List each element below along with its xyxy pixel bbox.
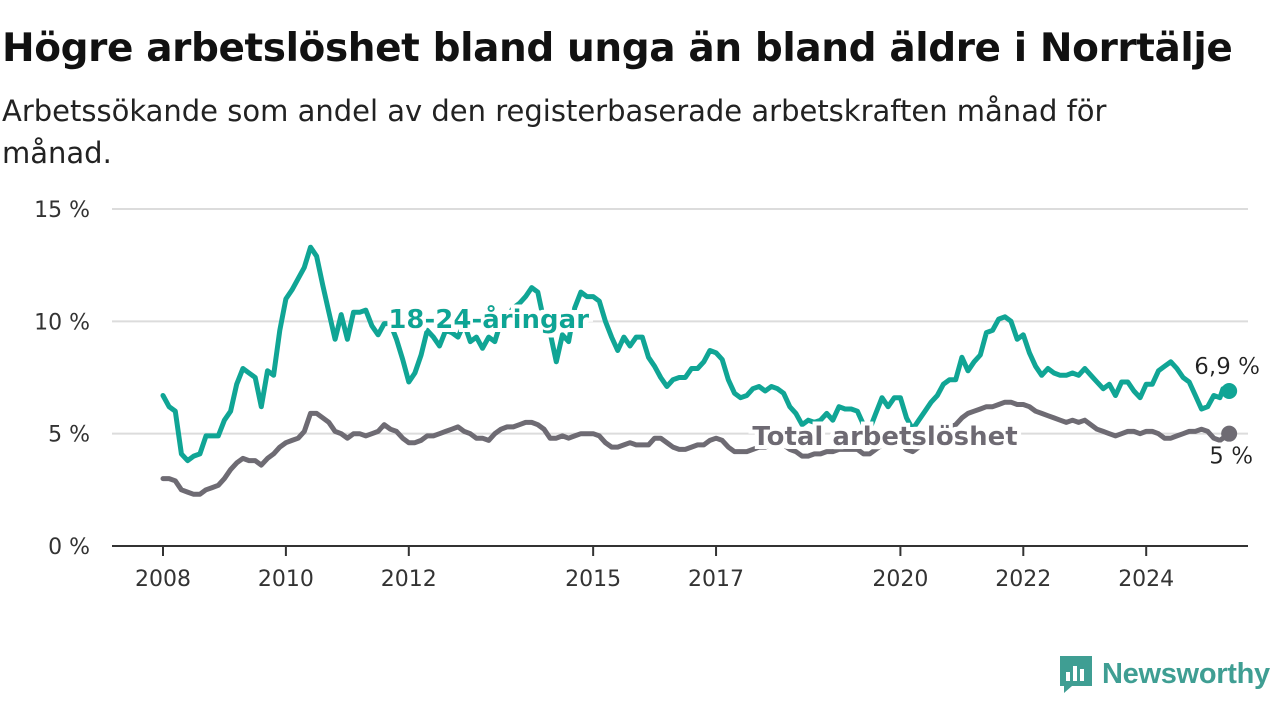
label-layer: 18-24-åringar Total arbetslöshet 6,9 % 5 % bbox=[388, 303, 1260, 470]
series-line bbox=[160, 244, 1232, 464]
end-value-label: 5 % bbox=[1209, 444, 1253, 470]
y-tick-label: 5 % bbox=[48, 423, 90, 448]
end-value-label: 6,9 % bbox=[1194, 354, 1260, 380]
x-tick-label: 2010 bbox=[258, 567, 314, 592]
axis-layer: 0 % 5 % 10 % 15 % 2008 2010 2012 2015 2017 2020 20… bbox=[34, 198, 1248, 592]
brand-name: Newsworthy bbox=[1102, 657, 1270, 690]
x-tick-label: 2024 bbox=[1118, 567, 1174, 592]
x-tick-label: 2008 bbox=[135, 567, 191, 592]
x-tick-label: 2017 bbox=[688, 567, 744, 592]
series-label: 18-24-åringar bbox=[388, 303, 589, 335]
chart-subtitle: Arbetssökande som andel av den registerb… bbox=[2, 94, 1107, 170]
y-tick-label: 15 % bbox=[34, 198, 90, 223]
line-chart: 0 % 5 % 10 % 15 % 2008 2010 2012 2015 2017 2020 20… bbox=[34, 198, 1260, 592]
newsworthy-logo-icon bbox=[1060, 656, 1092, 693]
series-layer bbox=[160, 244, 1238, 497]
series-end-marker bbox=[1221, 425, 1238, 442]
x-tick-label: 2020 bbox=[872, 567, 928, 592]
chart-title: Högre arbetslöshet bland unga än bland ä… bbox=[2, 26, 1233, 71]
x-tick-label: 2012 bbox=[381, 567, 437, 592]
x-tick-label: 2022 bbox=[995, 567, 1051, 592]
x-tick-label: 2015 bbox=[565, 567, 621, 592]
y-tick-label: 0 % bbox=[48, 535, 90, 560]
y-tick-label: 10 % bbox=[34, 310, 90, 335]
brand: Newsworthy bbox=[1058, 654, 1270, 694]
series-line bbox=[160, 399, 1232, 497]
series-end-marker bbox=[1221, 382, 1238, 399]
series-label: Total arbetslöshet bbox=[752, 422, 1017, 452]
